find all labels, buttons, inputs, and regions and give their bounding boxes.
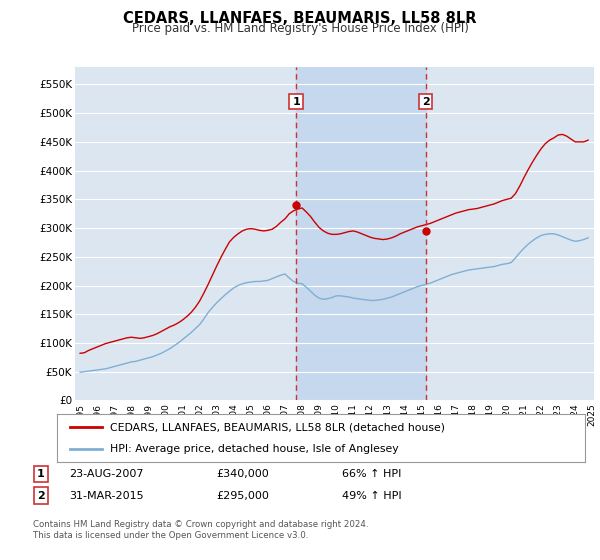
Text: 49% ↑ HPI: 49% ↑ HPI: [342, 491, 401, 501]
Text: 1: 1: [292, 97, 300, 106]
Text: CEDARS, LLANFAES, BEAUMARIS, LL58 8LR (detached house): CEDARS, LLANFAES, BEAUMARIS, LL58 8LR (d…: [110, 422, 445, 432]
Text: 1: 1: [37, 469, 44, 479]
Text: £340,000: £340,000: [216, 469, 269, 479]
Text: Price paid vs. HM Land Registry's House Price Index (HPI): Price paid vs. HM Land Registry's House …: [131, 22, 469, 35]
Text: Contains HM Land Registry data © Crown copyright and database right 2024.
This d: Contains HM Land Registry data © Crown c…: [33, 520, 368, 540]
Text: 66% ↑ HPI: 66% ↑ HPI: [342, 469, 401, 479]
Text: 2: 2: [37, 491, 44, 501]
Text: 2: 2: [422, 97, 430, 106]
Text: HPI: Average price, detached house, Isle of Anglesey: HPI: Average price, detached house, Isle…: [110, 444, 398, 454]
Text: £295,000: £295,000: [216, 491, 269, 501]
Text: 23-AUG-2007: 23-AUG-2007: [69, 469, 143, 479]
Bar: [296, 67, 426, 400]
Text: 31-MAR-2015: 31-MAR-2015: [69, 491, 143, 501]
Text: CEDARS, LLANFAES, BEAUMARIS, LL58 8LR: CEDARS, LLANFAES, BEAUMARIS, LL58 8LR: [123, 11, 477, 26]
